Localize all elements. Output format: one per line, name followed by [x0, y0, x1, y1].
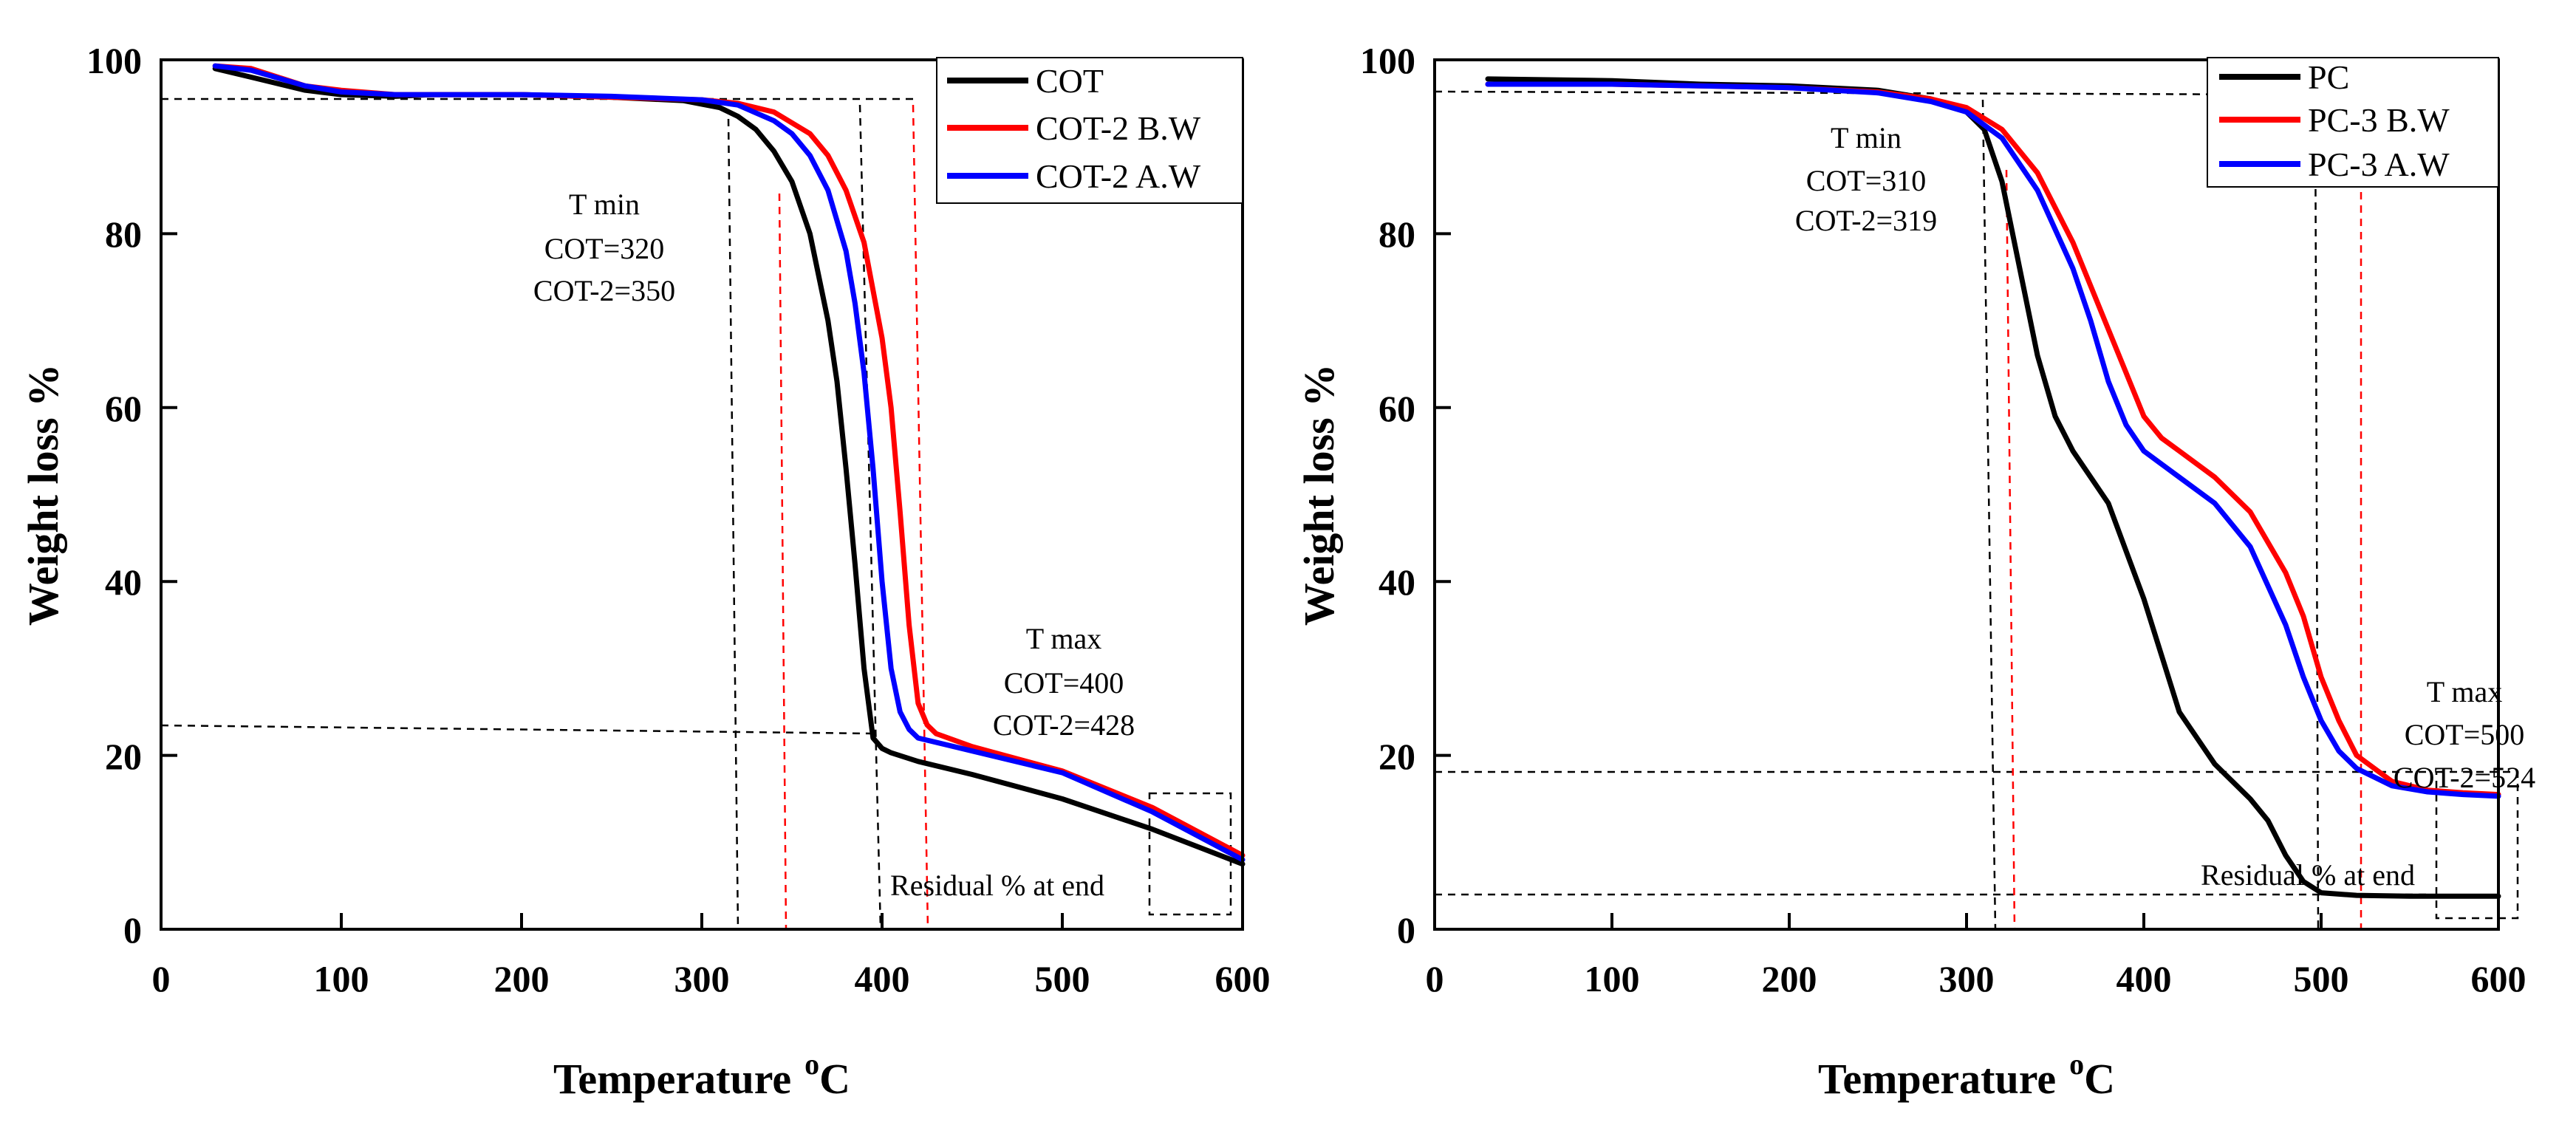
axis-ticks-right: [1433, 58, 2500, 931]
chart-right: 0 100 200 300 400 500 600 0 20 40 60 80 …: [1295, 40, 2535, 1103]
reference-lines-right: [1434, 90, 2519, 930]
x-axis-title-sup: o: [804, 1047, 819, 1081]
tmax-line2: COT-2=524: [2394, 761, 2535, 794]
ref-line-residual-h: [160, 724, 872, 735]
y-tick-label: 20: [1378, 736, 1415, 777]
series-line-pc-3-b-w: [1485, 81, 2501, 798]
y-axis-title-left: Weight loss %: [19, 364, 67, 626]
y-axis-title-right: Weight loss %: [1295, 364, 1343, 626]
y-tick-labels-left: 0 20 40 60 80 100: [86, 40, 142, 951]
legend-left: COT COT-2 B.W COT-2 A.W: [936, 57, 1243, 204]
plot-frame-right: [1433, 58, 2500, 931]
x-tick-labels-left: 0 100 200 300 400 500 600: [152, 958, 1271, 999]
reference-lines-left: [160, 98, 1232, 930]
y-tick-label: 80: [1378, 213, 1415, 255]
tmin-title: T min: [1831, 121, 1902, 154]
legend-label-cot2-bw: COT-2 B.W: [1036, 109, 1201, 147]
x-tick-label: 200: [1762, 958, 1817, 999]
x-axis-title-unit: C: [2084, 1055, 2115, 1103]
series-line-pc-3-a-w: [1485, 81, 2501, 799]
x-axis-title-sup: o: [2069, 1047, 2084, 1081]
tmax-line1: COT=500: [2405, 718, 2525, 751]
x-tick-label: 500: [1035, 958, 1090, 999]
tmin-title: T min: [569, 188, 640, 221]
x-tick-label: 600: [2471, 958, 2527, 999]
series-group-left: [212, 63, 1246, 867]
x-tick-label: 300: [1939, 958, 1995, 999]
ref-line-tmin-cot: [727, 118, 739, 930]
residual-box: [1148, 792, 1232, 916]
tmin-line2: COT-2=319: [1795, 204, 1937, 237]
x-tick-label: 200: [494, 958, 550, 999]
axis-ticks-left: [160, 58, 1244, 931]
tmin-line1: COT=310: [1806, 164, 1927, 197]
annotations-right: T min COT=310 COT-2=319 T max COT=500 CO…: [1795, 121, 2535, 892]
series-group-right: [1485, 76, 2501, 899]
x-axis-title-text: Temperature: [553, 1055, 791, 1103]
legend-label-cot: COT: [1036, 62, 1104, 100]
x-axis-title-unit: C: [819, 1055, 850, 1103]
legend-label-pc3-aw: PC-3 A.W: [2308, 146, 2450, 183]
x-tick-labels-right: 0 100 200 300 400 500 600: [1426, 958, 2527, 999]
y-tick-label: 80: [105, 213, 142, 255]
x-tick-label: 0: [152, 958, 171, 999]
tmin-line2: COT-2=350: [533, 274, 675, 307]
x-tick-label: 300: [674, 958, 730, 999]
x-tick-label: 0: [1426, 958, 1444, 999]
y-tick-labels-right: 0 20 40 60 80 100: [1360, 40, 1415, 951]
y-tick-label: 0: [123, 909, 142, 951]
y-tick-label: 0: [1397, 909, 1415, 951]
x-axis-title-text: Temperature: [1818, 1055, 2056, 1103]
y-tick-label: 100: [86, 40, 142, 81]
y-tick-label: 60: [105, 388, 142, 429]
series-line-pc: [1485, 76, 2501, 899]
ref-line-tmin-cot2: [778, 193, 788, 930]
legend-right: PC PC-3 B.W PC-3 A.W: [2207, 57, 2499, 188]
annotations-left: T min COT=320 COT-2=350 T max COT=400 CO…: [533, 188, 1135, 902]
x-tick-label: 400: [2117, 958, 2172, 999]
tmax-title: T max: [2427, 675, 2503, 708]
y-tick-label: 100: [1360, 40, 1415, 81]
residual-box: [2435, 770, 2519, 920]
tmax-line1: COT=400: [1004, 666, 1124, 700]
tmax-title: T max: [1026, 622, 1102, 655]
tmax-line2: COT-2=428: [993, 708, 1135, 742]
ref-line-tmax-cot2: [912, 104, 929, 930]
tmin-line1: COT=320: [544, 232, 665, 265]
y-tick-label: 20: [105, 736, 142, 777]
legend-label-pc3-bw: PC-3 B.W: [2308, 101, 2450, 139]
residual-label: Residual % at end: [890, 869, 1104, 902]
legend-label-cot2-aw: COT-2 A.W: [1036, 157, 1201, 195]
x-tick-label: 500: [2294, 958, 2349, 999]
x-axis-title-left: Temperature oC: [553, 1047, 850, 1103]
chart-left: 0 100 200 300 400 500 600 0 20 40 60 80 …: [19, 40, 1271, 1103]
x-tick-label: 100: [1585, 958, 1640, 999]
y-tick-label: 40: [1378, 561, 1415, 603]
y-tick-label: 60: [1378, 388, 1415, 429]
x-tick-label: 400: [855, 958, 910, 999]
ref-line-tmin-pc: [1981, 99, 1997, 930]
ref-line-tmin-pc3: [2005, 169, 2016, 930]
ref-line-tmax-pc: [2314, 95, 2320, 930]
series-line-cot-2-a-w: [212, 63, 1246, 863]
residual-label: Residual % at end: [2201, 858, 2415, 892]
x-tick-label: 600: [1215, 958, 1271, 999]
y-tick-label: 40: [105, 561, 142, 603]
legend-label-pc: PC: [2308, 58, 2349, 96]
x-tick-label: 100: [314, 958, 369, 999]
x-axis-title-right: Temperature oC: [1818, 1047, 2115, 1103]
